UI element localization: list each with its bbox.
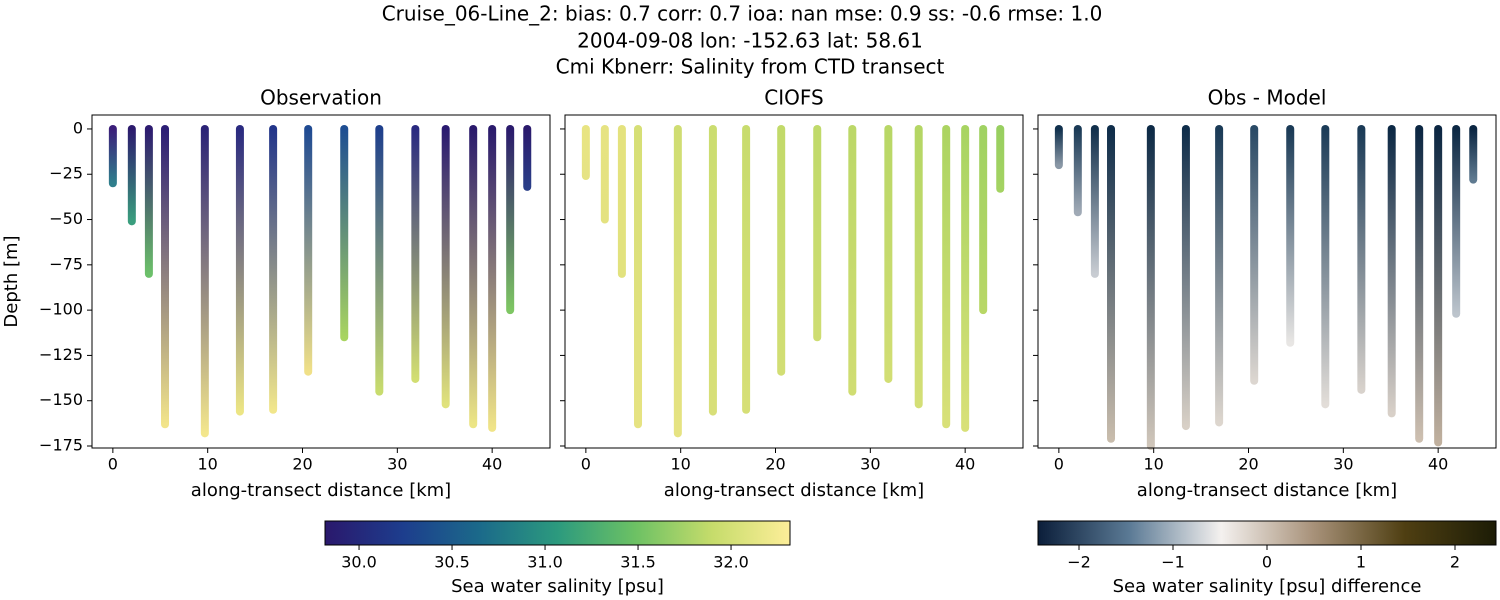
x-tick-label: 40 [482, 455, 502, 474]
axes-frame [564, 114, 1024, 449]
x-tick-label: 10 [671, 455, 691, 474]
x-tick-label: 0 [581, 455, 591, 474]
y-tick-label: 0 [73, 118, 83, 137]
colorbar-tick-label: −2 [1067, 553, 1091, 572]
title-line: Cmi Kbnerr: Salinity from CTD transect [556, 55, 945, 79]
colorbar-tick-label: 2 [1450, 553, 1460, 572]
axes-frame [91, 114, 551, 449]
colorbar-tick-label: −1 [1161, 553, 1185, 572]
colorbar-tick-label: 30.0 [341, 553, 377, 572]
panel-title: CIOFS [764, 86, 823, 110]
x-axis-label: along-transect distance [km] [1137, 480, 1397, 501]
x-axis-label: along-transect distance [km] [191, 480, 451, 501]
colorbar-tick-label: 30.5 [434, 553, 470, 572]
colorbar [1037, 520, 1497, 546]
colorbar-tick-label: 0 [1262, 553, 1272, 572]
x-tick-label: 30 [1333, 455, 1353, 474]
colorbar-tick-label: 1 [1356, 553, 1366, 572]
x-tick-label: 40 [955, 455, 975, 474]
title-line: 2004-09-08 lon: -152.63 lat: 58.61 [577, 29, 923, 53]
colorbar [324, 520, 791, 546]
panel-title: Obs - Model [1208, 86, 1327, 110]
y-axis-label: Depth [m] [1, 235, 22, 327]
y-tick-label: −125 [39, 345, 83, 364]
y-tick-label: −175 [39, 436, 83, 455]
colorbar-label: Sea water salinity [psu] difference [1113, 576, 1422, 597]
x-axis-label: along-transect distance [km] [664, 480, 924, 501]
y-tick-label: −25 [49, 164, 83, 183]
x-tick-label: 0 [108, 455, 118, 474]
title-line: Cruise_06-Line_2: bias: 0.7 corr: 0.7 io… [382, 2, 1103, 26]
x-tick-label: 10 [198, 455, 218, 474]
y-tick-label: −100 [39, 300, 83, 319]
y-tick-label: −150 [39, 390, 83, 409]
panel-title: Observation [260, 86, 382, 110]
axes-frame [1037, 114, 1497, 449]
x-tick-label: 40 [1428, 455, 1448, 474]
colorbar-label: Sea water salinity [psu] [451, 576, 664, 597]
x-tick-label: 20 [765, 455, 785, 474]
x-tick-label: 10 [1144, 455, 1164, 474]
x-tick-label: 20 [1238, 455, 1258, 474]
x-tick-label: 20 [292, 455, 312, 474]
colorbar-tick-label: 31.0 [527, 553, 563, 572]
y-tick-label: −75 [49, 254, 83, 273]
colorbar-tick-label: 32.0 [713, 553, 749, 572]
x-tick-label: 30 [387, 455, 407, 474]
x-tick-label: 0 [1054, 455, 1064, 474]
y-tick-label: −50 [49, 209, 83, 228]
x-tick-label: 30 [860, 455, 880, 474]
colorbar-tick-label: 31.5 [620, 553, 656, 572]
